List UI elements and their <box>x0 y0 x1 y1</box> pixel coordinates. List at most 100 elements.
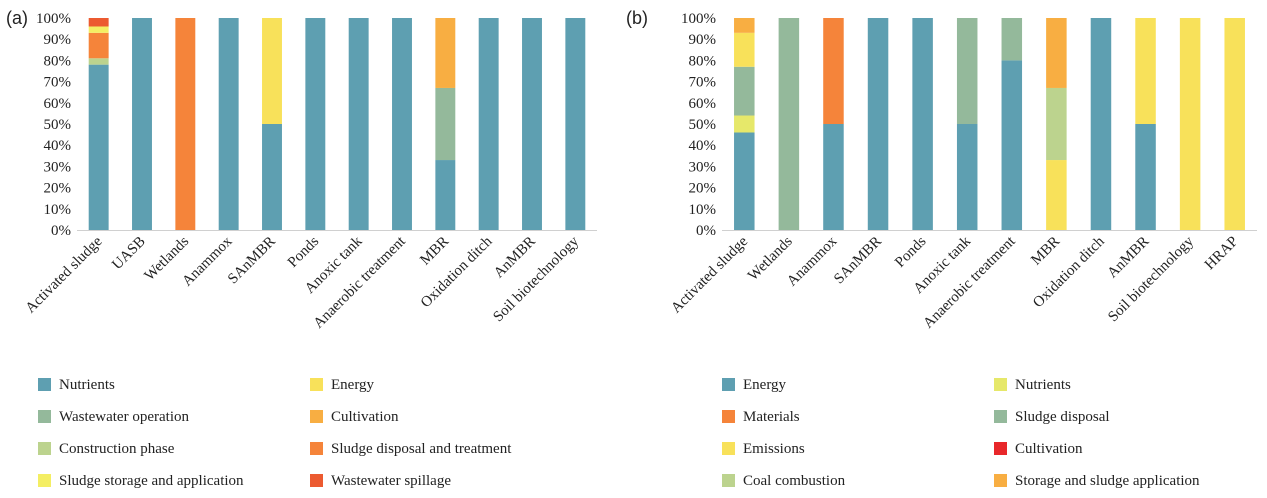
panel-b: (b) 0% 10% 20% 30% 40% 50% 60% 70% 80% 90% 100% Acti… <box>626 8 1257 489</box>
legend-swatch <box>310 378 323 391</box>
bar-segment <box>262 18 282 124</box>
y-tick-label: 0% <box>51 223 71 239</box>
x-tick-label: UASB <box>109 234 149 274</box>
bar-segment <box>1046 160 1067 230</box>
x-tick-label: HRAP <box>1202 234 1242 274</box>
bar-segment <box>392 18 412 230</box>
y-tick-label: 60% <box>44 96 72 112</box>
y-tick-label: 70% <box>689 75 717 91</box>
legend-swatch <box>722 474 735 487</box>
x-tick-label: MBR <box>417 234 452 269</box>
bar-segment <box>1135 124 1156 230</box>
legend-label: Sludge disposal and treatment <box>331 441 512 457</box>
legend-swatch <box>38 410 51 423</box>
y-tick-label: 100% <box>681 11 716 27</box>
bar-segment <box>1224 18 1245 230</box>
bar-segment <box>565 18 586 230</box>
bar-segment <box>734 115 755 133</box>
bar-segment <box>1001 60 1023 231</box>
bar-segment <box>435 160 456 230</box>
y-tick-label: 100% <box>36 11 71 27</box>
legend-swatch <box>994 410 1007 423</box>
bar-segment <box>262 124 282 230</box>
y-tick-label: 0% <box>696 223 716 239</box>
legend-swatch <box>722 410 735 423</box>
bar-segment <box>305 18 326 230</box>
bar-segment <box>956 124 978 230</box>
legend-swatch <box>38 378 51 391</box>
y-tick-label: 50% <box>689 117 717 133</box>
legend-swatch <box>722 378 735 391</box>
y-tick-label: 30% <box>689 159 717 175</box>
bar-segment <box>435 87 456 161</box>
legend-swatch <box>38 474 51 487</box>
legend-swatch <box>994 442 1007 455</box>
y-tick-label: 80% <box>689 53 717 69</box>
legend-swatch <box>310 474 323 487</box>
bar-segment <box>88 64 109 230</box>
bar-segment <box>734 66 755 116</box>
bar-segment <box>823 124 844 230</box>
legend-swatch <box>310 442 323 455</box>
x-tick-label: Ponds <box>892 233 929 270</box>
y-tick-label: 40% <box>44 138 72 154</box>
y-tick-label: 10% <box>689 202 717 218</box>
bar-segment <box>175 18 196 230</box>
bar-segment <box>1090 18 1112 230</box>
y-tick-label: 20% <box>689 181 717 197</box>
legend-label: Storage and sludge application <box>1015 473 1200 489</box>
bar-segment <box>348 18 369 230</box>
x-tick-label: SAnMBR <box>225 234 279 288</box>
y-tick-label: 10% <box>44 202 72 218</box>
bar-segment <box>88 58 109 65</box>
y-tick-label: 90% <box>689 32 717 48</box>
legend-label: Nutrients <box>59 377 115 393</box>
y-tick-label: 80% <box>44 53 72 69</box>
y-tick-label: 30% <box>44 159 72 175</box>
y-tick-label: 50% <box>44 117 72 133</box>
legend-swatch <box>310 410 323 423</box>
legend-label: Energy <box>331 377 375 393</box>
legend-label: Materials <box>743 409 800 425</box>
legend-swatch <box>994 378 1007 391</box>
legend-label: Coal combustion <box>743 473 846 489</box>
bar-segment <box>1135 18 1156 124</box>
x-tick-label: Soil biotechnology <box>1105 233 1197 325</box>
y-tick-label: 70% <box>44 75 72 91</box>
legend-label: Emissions <box>743 441 805 457</box>
legend-label: Construction phase <box>59 441 175 457</box>
bar-segment <box>1046 18 1067 88</box>
y-tick-label: 20% <box>44 181 72 197</box>
bar-segment <box>956 18 978 124</box>
bar-segment <box>1179 18 1201 230</box>
bar-segment <box>88 18 109 27</box>
legend-label: Sludge storage and application <box>59 473 244 489</box>
legend-swatch <box>994 474 1007 487</box>
bar-segment <box>734 32 755 67</box>
bar-segment <box>1001 18 1023 61</box>
bar-segment <box>823 18 844 124</box>
bar-segment <box>132 18 152 230</box>
legend-label: Sludge disposal <box>1015 409 1110 425</box>
y-tick-label: 60% <box>689 96 717 112</box>
x-tick-label: Anammox <box>784 233 840 289</box>
x-tick-label: Activated sludge <box>23 233 106 316</box>
x-tick-label: Activated sludge <box>668 233 751 316</box>
legend-swatch <box>722 442 735 455</box>
legend-swatch <box>38 442 51 455</box>
x-tick-label: MBR <box>1028 234 1063 269</box>
legend-label: Energy <box>743 377 787 393</box>
bar-segment <box>435 18 456 88</box>
x-tick-label: Ponds <box>285 233 322 270</box>
panel-a: (a) 0% 10% 20% 30% 40% 50% 60% 70% 80% 90% 100% Acti… <box>6 8 597 489</box>
y-tick-label: 40% <box>689 138 717 154</box>
legend-label: Wastewater spillage <box>331 473 451 489</box>
bar-segment <box>867 18 889 230</box>
x-tick-label: SAnMBR <box>831 234 885 288</box>
legend-label: Wastewater operation <box>59 409 189 425</box>
bar-segment <box>778 18 800 230</box>
bar-segment <box>734 18 755 33</box>
panel-label: (a) <box>6 8 28 28</box>
bar-segment <box>88 32 109 59</box>
